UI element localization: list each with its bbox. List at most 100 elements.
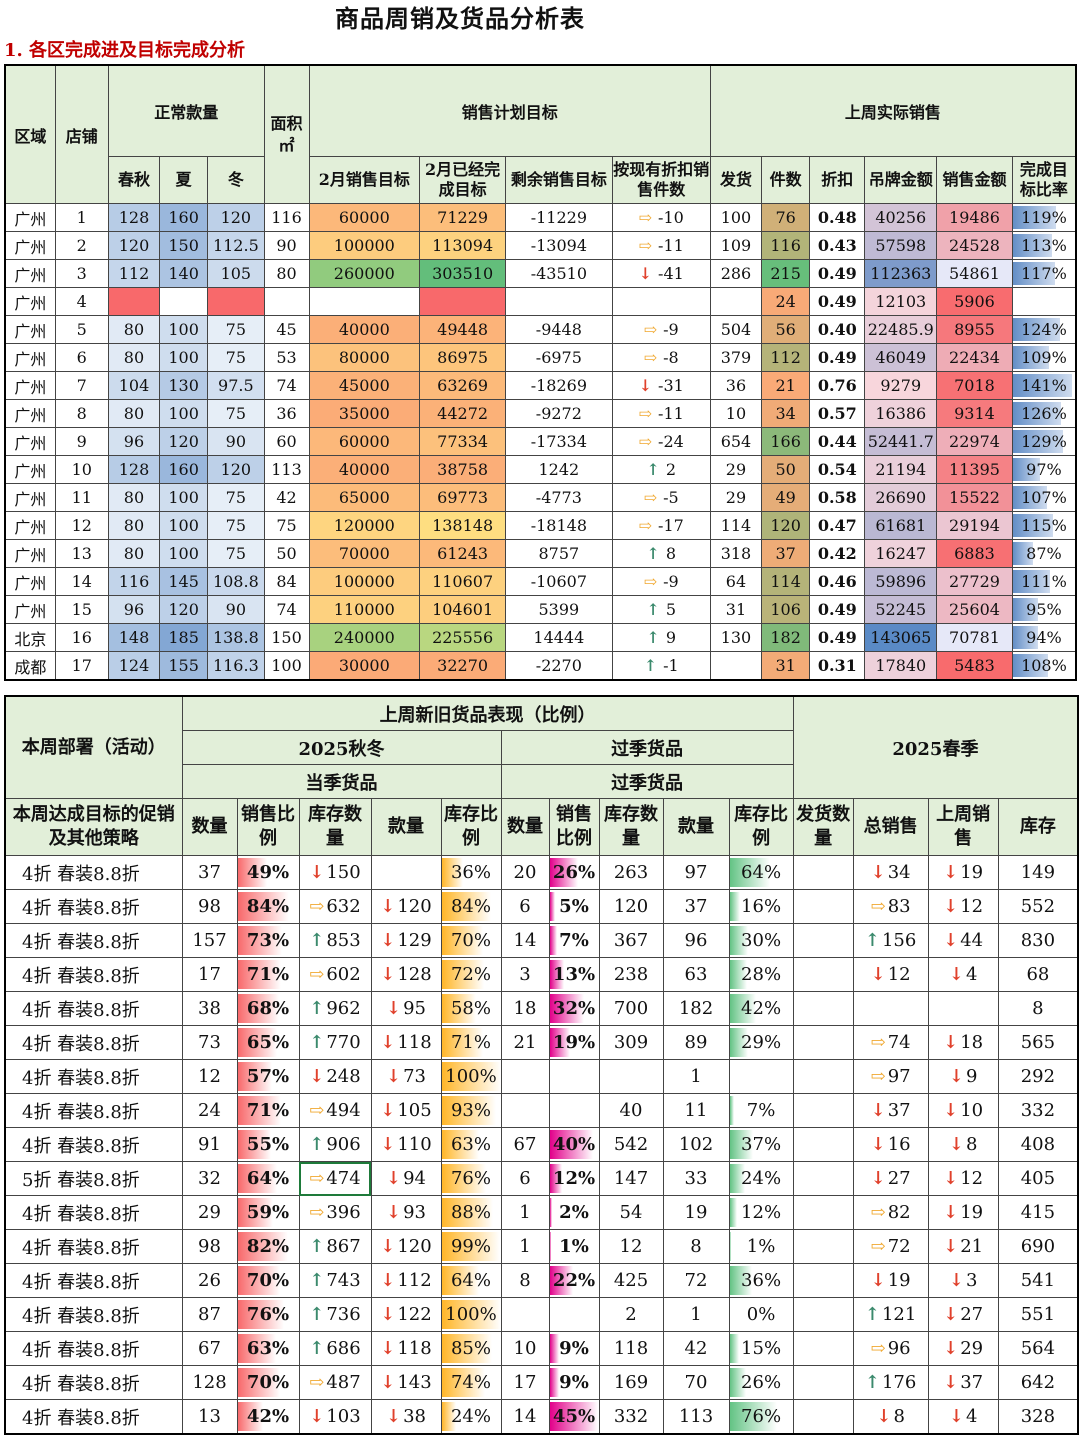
tag-amount-cell: 21194 [864,455,938,484]
summer-cell-value: 100 [168,488,199,507]
stock-qty-cell: ⇨ 494 [298,1093,372,1128]
header-past-goods: 过季货品 [500,764,794,799]
sales-ratio-past-cell [548,1297,600,1332]
stock-qty-cell: ↑ 962 [298,991,372,1026]
pieces-cell: 49 [761,483,811,512]
stock-ratio-past-bar [730,1334,739,1363]
total-sales-cell: ↑ 121 [852,1297,929,1332]
stock-ratio-past-bar [730,1130,753,1159]
feb-target-cell-value: 100000 [333,236,395,255]
down-arrow-icon: ↓ [948,1406,964,1427]
ship-qty-cell [792,991,854,1026]
by-discount-cell-value: 5 [665,600,677,619]
remaining-cell: 1242 [505,455,613,484]
feb-target-cell-value: 70000 [338,544,390,563]
styles-cell: ↓ 120 [370,889,442,924]
region-cell-value: 广州 [14,405,47,425]
winter-cell: 120 [207,455,265,484]
region-cell-value: 广州 [14,601,47,621]
area-cell: 50 [263,539,310,568]
region-cell: 广州 [4,427,56,456]
sales-amount-cell: 27729 [936,567,1013,596]
tag-amount-cell: 112363 [864,259,938,288]
header-stock: 库存 [997,798,1079,856]
store-row: 广州 12 80 100 75 75 120000 138148 -18148 ⇨ -17 114 12… [4,511,1077,540]
down-arrow-icon: ↓ [943,1100,959,1121]
store-cell: 10 [54,455,109,484]
remaining-cell-value: 1242 [538,460,580,479]
styles-cell: ↓ 110 [370,1127,442,1162]
winter-cell: 75 [207,315,265,344]
right-arrow-icon: ⇨ [643,320,658,339]
spring-autumn-cell: 148 [107,623,161,652]
sales-ratio-cell: 76% [236,1297,300,1332]
sales-ratio-bar [238,1368,281,1397]
last-week-sales-cell: ↓ 4 [927,1399,999,1435]
total-sales-cell-value: 83 [887,896,911,917]
feb-done-cell: 113094 [419,231,507,260]
stock-ratio-past-cell-value: 0% [746,1304,776,1325]
stock-ratio-bar [442,1198,494,1227]
stock-ratio-cell: 36% [440,855,502,890]
feb-target-cell-value: 60000 [338,432,390,451]
by-discount-cell-value: -9 [663,572,679,591]
sales-ratio-bar [238,1300,284,1329]
last-week-sales-cell-value: 19 [960,1202,984,1223]
region-cell: 广州 [4,343,56,372]
sales-ratio-cell: 71% [236,1093,300,1128]
summer-cell: 100 [159,483,209,512]
spring-autumn-cell-value: 148 [118,628,150,647]
right-arrow-icon: ⇨ [309,1100,325,1121]
sales-ratio-past-cell-value: 9% [559,1338,589,1359]
sales-amount-cell-value: 25604 [949,600,1000,619]
stock-qty-past-cell-value: 367 [613,930,649,951]
feb-done-cell-value: 110607 [432,572,494,591]
remaining-cell-value: -10607 [530,572,587,591]
store-row: 广州 4 24 0.49 12103 5906 [4,287,1077,316]
down-arrow-icon: ↓ [380,1100,396,1121]
sales-ratio-cell: 42% [236,1399,300,1435]
last-week-sales-cell [927,991,999,1026]
area-cell-value: 74 [276,600,297,619]
summer-cell: 100 [159,399,209,428]
store-cell-value: 7 [76,376,87,395]
promo-cell: 4折 春装8.8折 [4,1297,183,1332]
sales-amount-cell: 5483 [936,651,1013,681]
discount-cell: 0.57 [809,399,866,428]
stock-qty-cell: ↑ 906 [298,1127,372,1162]
stock-ratio-bar [442,1266,480,1295]
sales-ratio-bar [238,1334,276,1363]
stock-cell: 564 [997,1331,1079,1366]
right-arrow-icon: ⇨ [870,1236,886,1257]
promo-cell: 4折 春装8.8折 [4,889,183,924]
qty-cell-value: 24 [198,1100,221,1121]
sales-ratio-past-bar [550,1028,570,1057]
stock-ratio-past-cell-value: 36% [741,1270,782,1291]
discount-cell: 0.47 [809,511,866,540]
feb-target-cell: 45000 [308,371,421,400]
down-arrow-icon: ↓ [386,1168,402,1189]
stock-cell: 552 [997,889,1079,924]
stock-qty-cell[interactable]: ⇨ 474 [298,1161,372,1196]
promo-cell-value: 4折 春装8.8折 [22,1373,140,1395]
down-arrow-icon: ↓ [309,1406,325,1427]
pieces-cell: 166 [761,427,811,456]
right-arrow-icon: ⇨ [309,896,325,917]
stock-cell: 292 [997,1059,1079,1094]
sales-ratio-bar [238,1096,281,1125]
qty-past-cell [500,1059,550,1094]
winter-cell: 90 [207,427,265,456]
sales-ratio-past-cell: 5% [548,889,600,924]
styles-past-cell: 1 [662,1297,730,1332]
shipped-cell: 654 [709,427,763,456]
styles-cell: ↓ 112 [370,1263,442,1298]
sales-ratio-past-cell-value: 5% [559,896,589,917]
spring-autumn-cell-value: 80 [123,516,145,535]
remaining-cell: 5399 [505,595,613,624]
feb-target-cell: 240000 [308,623,421,652]
sales-amount-cell-value: 9314 [954,404,995,423]
spring-autumn-cell: 96 [107,595,161,624]
qty-past-cell-value: 17 [513,1372,537,1393]
sales-ratio-cell: 49% [236,855,300,890]
feb-target-cell: 110000 [308,595,421,624]
